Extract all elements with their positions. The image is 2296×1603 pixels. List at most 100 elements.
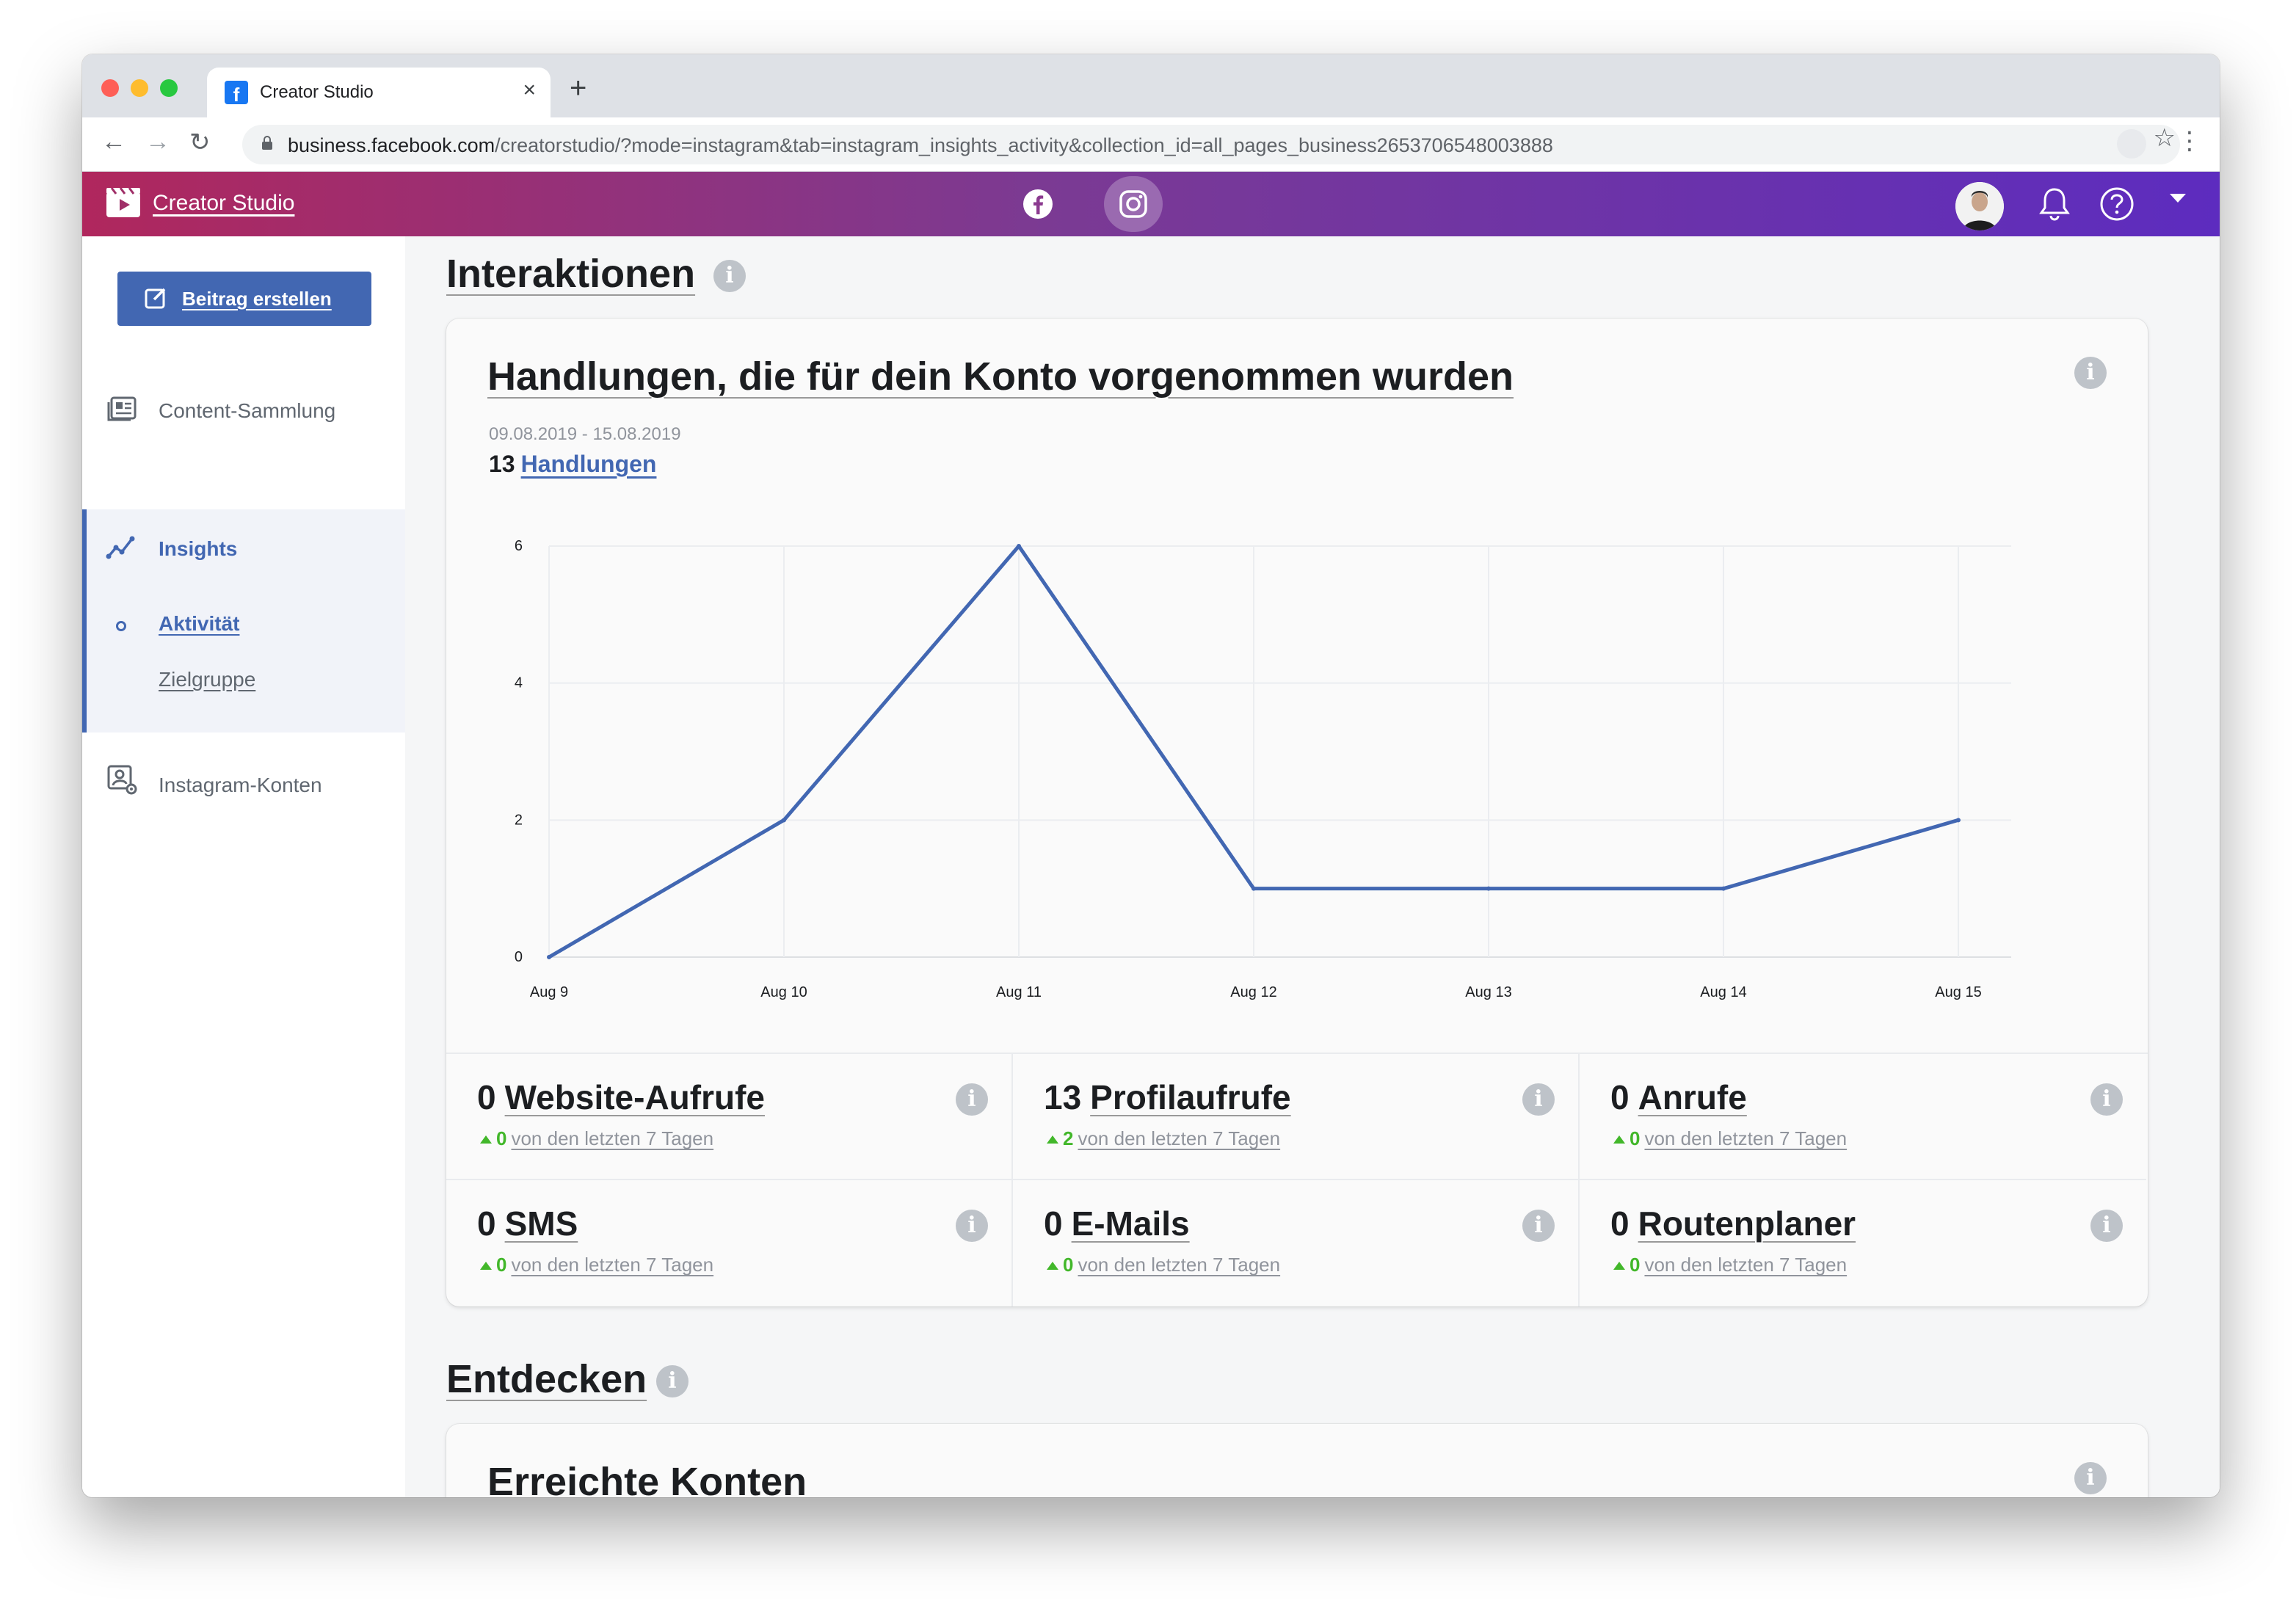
back-arrow-icon[interactable]: ← (101, 128, 126, 156)
sidebar-item-label: Content-Sammlung (159, 399, 336, 422)
metric-value-row: 0 SMS (477, 1204, 578, 1243)
lock-icon (262, 136, 272, 150)
metric-delta: 0 (1630, 1254, 1641, 1276)
trend-up-icon (480, 1135, 492, 1144)
metric-delta: 2 (1063, 1127, 1074, 1149)
close-tab-icon[interactable]: × (523, 78, 536, 102)
metric-desc[interactable]: von den letzten 7 Tagen (1644, 1127, 1848, 1149)
url-host: business.facebook.com (288, 134, 495, 156)
metric-name[interactable]: Anrufe (1638, 1078, 1747, 1116)
metric-subtext: 0 von den letzten 7 Tagen (480, 1254, 713, 1276)
active-indicator-icon (116, 621, 126, 631)
data-point (1721, 886, 1726, 891)
total-label-link[interactable]: Handlungen (520, 451, 657, 477)
forward-arrow-icon[interactable]: → (145, 128, 170, 156)
info-icon[interactable]: i (956, 1210, 988, 1242)
sidebar-item-insights[interactable]: Insights (82, 530, 405, 571)
y-tick-label: 2 (515, 812, 523, 828)
trend-up-icon (1047, 1262, 1058, 1270)
metric-name[interactable]: Website-Aufrufe (504, 1078, 765, 1116)
reload-icon[interactable]: ↻ (189, 128, 211, 156)
data-point (782, 818, 786, 823)
edit-icon (145, 288, 166, 309)
browser-toolbar: ← → ↻ business.facebook.com/creatorstudi… (82, 117, 2220, 172)
new-tab-button[interactable]: + (570, 72, 587, 104)
help-icon[interactable] (2099, 186, 2135, 222)
metric-desc[interactable]: von den letzten 7 Tagen (1078, 1254, 1281, 1276)
notifications-bell-icon[interactable] (2038, 186, 2071, 222)
tab-title: Creator Studio (260, 82, 374, 102)
x-tick-label: Aug 14 (1700, 984, 1746, 1000)
info-icon[interactable]: i (1522, 1210, 1555, 1242)
metric-desc[interactable]: von den letzten 7 Tagen (511, 1127, 714, 1149)
info-icon[interactable]: i (2074, 1462, 2107, 1494)
sidebar-item-audience[interactable]: Zielgruppe (159, 668, 256, 691)
account-dropdown-icon[interactable] (2170, 194, 2186, 203)
app-title[interactable]: Creator Studio (153, 191, 295, 215)
section-title-interactions: Interaktionen (446, 252, 696, 296)
instagram-tab[interactable] (1104, 176, 1163, 232)
browser-menu-icon[interactable]: ⋮ (2177, 127, 2202, 155)
data-point (1956, 818, 1961, 823)
sidebar-item-content-library[interactable]: Content-Sammlung (82, 390, 405, 435)
card-title: Erreichte Konten (487, 1460, 807, 1497)
sidebar-item-activity[interactable]: Aktivität (159, 612, 240, 635)
metric-name[interactable]: E-Mails (1071, 1204, 1190, 1243)
metric-value-row: 0 Anrufe (1610, 1077, 1747, 1117)
browser-profile-icon[interactable] (2117, 129, 2146, 159)
metric-delta: 0 (496, 1254, 507, 1276)
metric-desc[interactable]: von den letzten 7 Tagen (1078, 1127, 1281, 1149)
metric-desc[interactable]: von den letzten 7 Tagen (1644, 1254, 1848, 1276)
info-icon[interactable]: i (656, 1365, 689, 1397)
metric-name[interactable]: Profilaufrufe (1090, 1078, 1291, 1116)
facebook-favicon-icon: f (225, 81, 248, 104)
close-window-button[interactable] (101, 79, 119, 97)
metric-name[interactable]: SMS (504, 1204, 578, 1243)
metric-sms: 0 SMS 0 von den letzten 7 Tagen i (446, 1180, 1013, 1306)
x-tick-label: Aug 11 (996, 984, 1042, 1000)
account-settings-icon (107, 765, 137, 795)
metric-profile-visits: 13 Profilaufrufe 2 von den letzten 7 Tagen… (1013, 1054, 1580, 1180)
metric-value: 13 (1044, 1078, 1082, 1116)
bookmark-star-icon[interactable]: ☆ (2153, 124, 2176, 152)
create-post-button[interactable]: Beitrag erstellen (117, 272, 371, 326)
instagram-icon (1119, 190, 1147, 218)
info-icon[interactable]: i (713, 260, 746, 292)
metric-value: 0 (477, 1078, 496, 1116)
insights-chart-icon (106, 536, 135, 559)
info-icon[interactable]: i (2090, 1083, 2123, 1116)
info-icon[interactable]: i (2090, 1210, 2123, 1242)
content-library-icon (107, 396, 137, 421)
insights-nav-group: Insights Aktivität Zielgruppe (82, 509, 405, 733)
metric-subtext: 2 von den letzten 7 Tagen (1047, 1127, 1280, 1150)
metric-directions: 0 Routenplaner 0 von den letzten 7 Tagen i (1580, 1180, 2146, 1306)
avatar[interactable] (1955, 182, 2004, 230)
metric-subtext: 0 von den letzten 7 Tagen (480, 1127, 713, 1150)
metric-calls: 0 Anrufe 0 von den letzten 7 Tagen i (1580, 1054, 2146, 1180)
create-post-label: Beitrag erstellen (182, 288, 332, 310)
total-actions: 13 Handlungen (489, 451, 656, 478)
metric-subtext: 0 von den letzten 7 Tagen (1047, 1254, 1280, 1276)
browser-tab[interactable]: f Creator Studio × (207, 68, 551, 117)
info-icon[interactable]: i (1522, 1083, 1555, 1116)
metric-value-row: 13 Profilaufrufe (1044, 1077, 1291, 1117)
trend-up-icon (1613, 1135, 1625, 1144)
tab-strip: f Creator Studio × + (82, 54, 2220, 117)
metric-desc[interactable]: von den letzten 7 Tagen (511, 1254, 714, 1276)
metric-value: 0 (1044, 1204, 1063, 1243)
metric-name[interactable]: Routenplaner (1638, 1204, 1856, 1243)
sidebar: Beitrag erstellen Content-Sammlung Insig… (82, 236, 405, 1497)
facebook-icon[interactable] (1022, 188, 1054, 220)
y-tick-label: 0 (515, 949, 523, 965)
x-tick-label: Aug 9 (530, 984, 568, 1000)
zoom-window-button[interactable] (160, 79, 178, 97)
address-bar[interactable]: business.facebook.com/creatorstudio/?mod… (242, 125, 2180, 164)
minimize-window-button[interactable] (131, 79, 148, 97)
metric-value: 0 (1610, 1078, 1630, 1116)
data-point (1251, 886, 1256, 891)
x-tick-label: Aug 13 (1465, 984, 1511, 1000)
creator-studio-logo-icon[interactable] (106, 188, 141, 219)
info-icon[interactable]: i (956, 1083, 988, 1116)
sidebar-item-instagram-accounts[interactable]: Instagram-Konten (82, 763, 405, 807)
info-icon[interactable]: i (2074, 357, 2107, 389)
